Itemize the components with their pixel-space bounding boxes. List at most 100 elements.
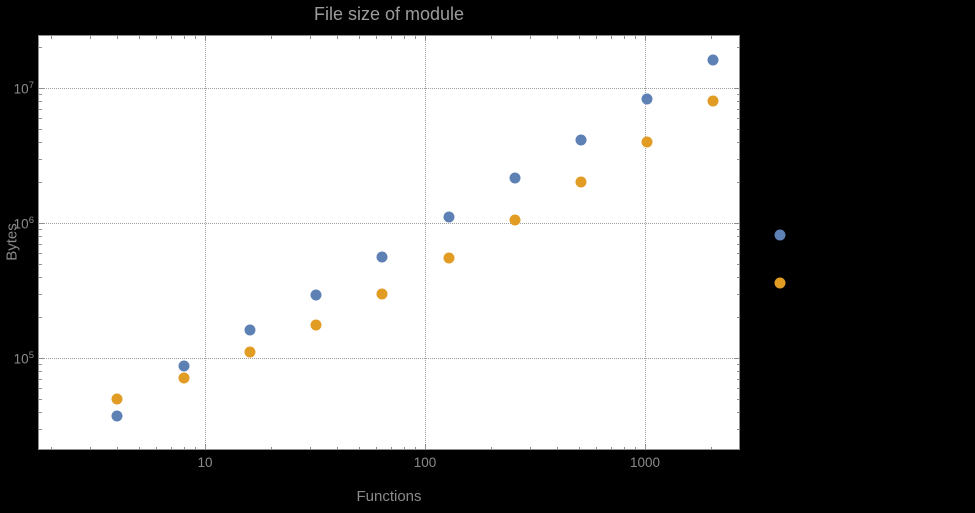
y-minor-tick	[736, 317, 740, 319]
y-minor-tick	[736, 158, 740, 160]
x-axis-tick-label: 10	[197, 455, 213, 470]
x-minor-tick	[194, 446, 196, 450]
x-minor-tick	[557, 35, 559, 39]
y-minor-tick	[38, 236, 42, 238]
data-point	[111, 393, 123, 405]
y-minor-tick	[736, 411, 740, 413]
x-minor-tick	[89, 35, 91, 39]
x-minor-tick	[414, 35, 416, 39]
x-major-tick	[425, 444, 426, 450]
x-minor-tick	[358, 446, 360, 450]
data-point	[376, 288, 388, 300]
data-point	[509, 172, 521, 184]
tick-exponent: 6	[28, 214, 34, 226]
x-minor-tick	[491, 446, 493, 450]
x-major-tick	[645, 444, 646, 450]
y-minor-tick	[38, 108, 42, 110]
x-minor-tick	[634, 35, 636, 39]
y-major-tick	[38, 223, 44, 224]
y-minor-tick	[38, 276, 42, 278]
x-minor-tick	[194, 35, 196, 39]
y-major-tick	[734, 358, 740, 359]
x-minor-tick	[337, 35, 339, 39]
data-point	[310, 289, 322, 301]
data-point	[178, 360, 190, 372]
y-minor-tick	[736, 371, 740, 373]
x-minor-tick	[358, 35, 360, 39]
x-minor-tick	[491, 35, 493, 39]
x-minor-tick	[529, 446, 531, 450]
y-minor-tick	[38, 387, 42, 389]
data-point	[641, 136, 653, 148]
x-minor-tick	[596, 446, 598, 450]
y-minor-tick	[38, 101, 42, 103]
x-minor-tick	[376, 35, 378, 39]
x-minor-tick	[711, 35, 713, 39]
y-minor-tick	[38, 128, 42, 130]
chart-title: File size of module	[313, 4, 465, 24]
y-minor-tick	[736, 263, 740, 265]
data-point	[575, 134, 587, 146]
y-minor-tick	[736, 141, 740, 143]
data-point	[443, 252, 455, 264]
data-point	[641, 93, 653, 105]
y-minor-tick	[736, 128, 740, 130]
tick-base: 10	[13, 216, 29, 232]
data-point	[707, 54, 719, 66]
tick-base: 10	[13, 81, 29, 97]
x-minor-tick	[156, 35, 158, 39]
x-minor-tick	[337, 446, 339, 450]
plot-area	[38, 35, 740, 450]
y-minor-tick	[38, 398, 42, 400]
data-point	[178, 372, 190, 384]
y-minor-tick	[38, 252, 42, 254]
x-minor-tick	[51, 446, 53, 450]
x-minor-tick	[403, 446, 405, 450]
data-point	[575, 176, 587, 188]
y-minor-tick	[736, 243, 740, 245]
x-minor-tick	[578, 35, 580, 39]
x-major-tick	[205, 35, 206, 41]
x-minor-tick	[390, 35, 392, 39]
x-minor-tick	[623, 35, 625, 39]
x-minor-tick	[414, 446, 416, 450]
x-minor-tick	[309, 446, 311, 450]
data-point	[707, 95, 719, 107]
tick-exponent: 5	[28, 349, 34, 361]
tick-exponent: 7	[28, 79, 34, 91]
x-minor-tick	[623, 446, 625, 450]
x-minor-tick	[183, 446, 185, 450]
y-minor-tick	[38, 229, 42, 231]
x-major-tick	[205, 444, 206, 450]
y-minor-tick	[38, 263, 42, 265]
data-point	[244, 324, 256, 336]
x-minor-tick	[138, 446, 140, 450]
x-minor-tick	[596, 35, 598, 39]
data-point	[111, 410, 123, 422]
y-minor-tick	[38, 428, 42, 430]
x-minor-tick	[390, 446, 392, 450]
y-minor-tick	[38, 117, 42, 119]
y-minor-tick	[38, 141, 42, 143]
y-minor-tick	[38, 317, 42, 319]
x-minor-tick	[51, 35, 53, 39]
y-minor-tick	[38, 371, 42, 373]
x-major-tick	[645, 35, 646, 41]
x-minor-tick	[89, 446, 91, 450]
x-minor-tick	[529, 35, 531, 39]
y-minor-tick	[736, 117, 740, 119]
y-major-tick	[734, 223, 740, 224]
y-minor-tick	[736, 387, 740, 389]
y-minor-tick	[38, 94, 42, 96]
y-minor-tick	[736, 378, 740, 380]
x-minor-tick	[170, 35, 172, 39]
y-minor-tick	[736, 108, 740, 110]
x-axis-tick-label: 100	[413, 455, 437, 470]
x-minor-tick	[271, 35, 273, 39]
y-minor-tick	[38, 243, 42, 245]
y-axis-tick-label: 107	[14, 80, 34, 97]
x-minor-tick	[117, 35, 119, 39]
x-minor-tick	[557, 446, 559, 450]
y-minor-tick	[736, 364, 740, 366]
